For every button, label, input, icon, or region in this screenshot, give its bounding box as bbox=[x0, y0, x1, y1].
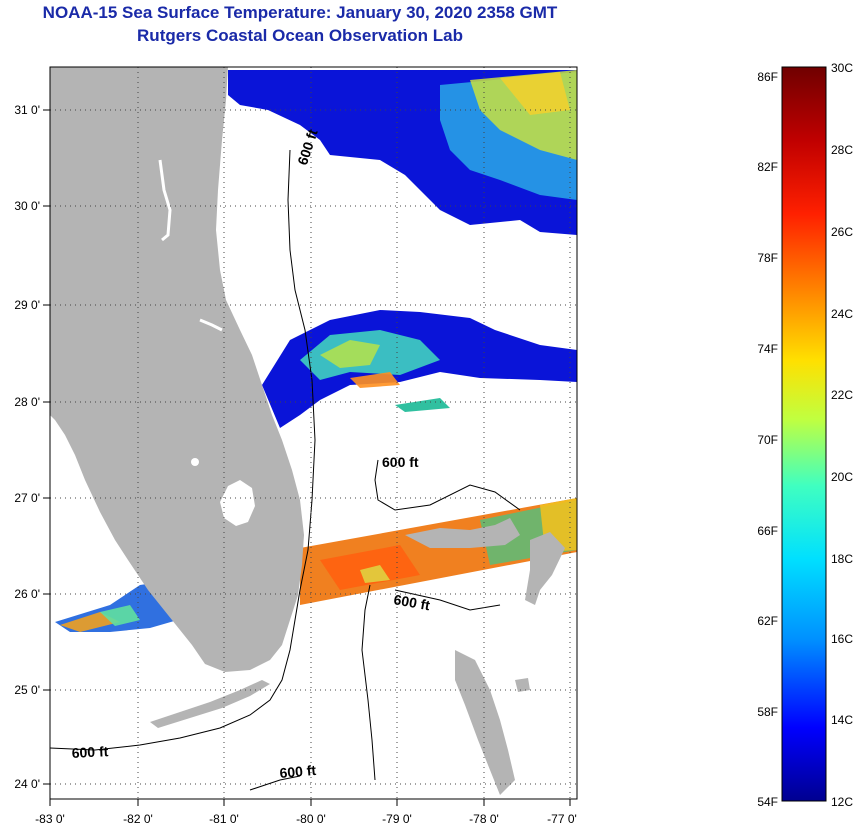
lat-tick-labels: 31 0' 30 0' 29 0' 28 0' 27 0' 26 0' 25 0… bbox=[14, 103, 40, 791]
colorbar-c-label: 20C bbox=[831, 470, 853, 484]
florida-keys bbox=[150, 680, 270, 728]
colorbar-c-label: 12C bbox=[831, 795, 853, 809]
colorbar-f-label: 78F bbox=[757, 251, 778, 265]
lat-tick-label: 28 0' bbox=[14, 395, 40, 409]
colorbar-c-label: 22C bbox=[831, 388, 853, 402]
lat-tick-label: 26 0' bbox=[14, 587, 40, 601]
isobath-label-3: 600 ft bbox=[392, 591, 431, 613]
colorbar-c-label: 14C bbox=[831, 713, 853, 727]
lon-tick-label: -78 0' bbox=[469, 812, 499, 826]
colorbar-f-label: 66F bbox=[757, 524, 778, 538]
colorbar-f-label: 86F bbox=[757, 70, 778, 84]
colorbar-f-label: 62F bbox=[757, 614, 778, 628]
isobath-label-2: 600 ft bbox=[382, 454, 419, 470]
map-frame bbox=[49, 66, 578, 800]
colorbar-f-label: 58F bbox=[757, 705, 778, 719]
colorbar-c-labels: 30C 28C 26C 24C 22C 20C 18C 16C 14C 12C bbox=[831, 61, 853, 809]
colorbar-c-label: 28C bbox=[831, 143, 853, 157]
colorbar-c-label: 26C bbox=[831, 225, 853, 239]
lat-lon-grid bbox=[50, 67, 577, 799]
colorbar-c-label: 18C bbox=[831, 552, 853, 566]
lon-tick-label: -83 0' bbox=[35, 812, 65, 826]
colorbar-c-label: 24C bbox=[831, 307, 853, 321]
colorbar-f-label: 74F bbox=[757, 342, 778, 356]
isobath-600ft bbox=[50, 149, 521, 791]
lon-tick-label: -79 0' bbox=[382, 812, 412, 826]
lon-tick-labels: -83 0' -82 0' -81 0' -80 0' -79 0' -78 0… bbox=[35, 812, 577, 826]
sst-swath-north bbox=[228, 70, 577, 235]
lon-tick-label: -77 0' bbox=[547, 812, 577, 826]
map-title: NOAA-15 Sea Surface Temperature: January… bbox=[42, 3, 558, 22]
isobath-label-4: 600 ft bbox=[71, 743, 109, 761]
map-subtitle: Rutgers Coastal Ocean Observation Lab bbox=[137, 26, 463, 45]
colorbar-f-label: 54F bbox=[757, 795, 778, 809]
colorbar-c-label: 30C bbox=[831, 61, 853, 75]
colorbar-f-label: 82F bbox=[757, 160, 778, 174]
lat-tick-label: 24 0' bbox=[14, 777, 40, 791]
lon-tick-label: -82 0' bbox=[123, 812, 153, 826]
lat-tick-label: 31 0' bbox=[14, 103, 40, 117]
colorbar-f-label: 70F bbox=[757, 433, 778, 447]
sst-swath-central bbox=[262, 310, 577, 428]
colorbar-c-label: 16C bbox=[831, 632, 853, 646]
lat-tick-label: 29 0' bbox=[14, 298, 40, 312]
lon-tick-label: -80 0' bbox=[296, 812, 326, 826]
lat-tick-label: 25 0' bbox=[14, 683, 40, 697]
colorbar bbox=[781, 66, 827, 802]
bahamas-land bbox=[405, 518, 565, 795]
isobath-label-5: 600 ft bbox=[279, 762, 317, 781]
lake-okeechobee bbox=[220, 480, 255, 526]
colorbar-f-labels: 86F 82F 78F 74F 70F 66F 62F 58F 54F bbox=[757, 70, 778, 809]
lat-tick-label: 30 0' bbox=[14, 199, 40, 213]
lon-tick-label: -81 0' bbox=[209, 812, 239, 826]
lat-tick-label: 27 0' bbox=[14, 491, 40, 505]
